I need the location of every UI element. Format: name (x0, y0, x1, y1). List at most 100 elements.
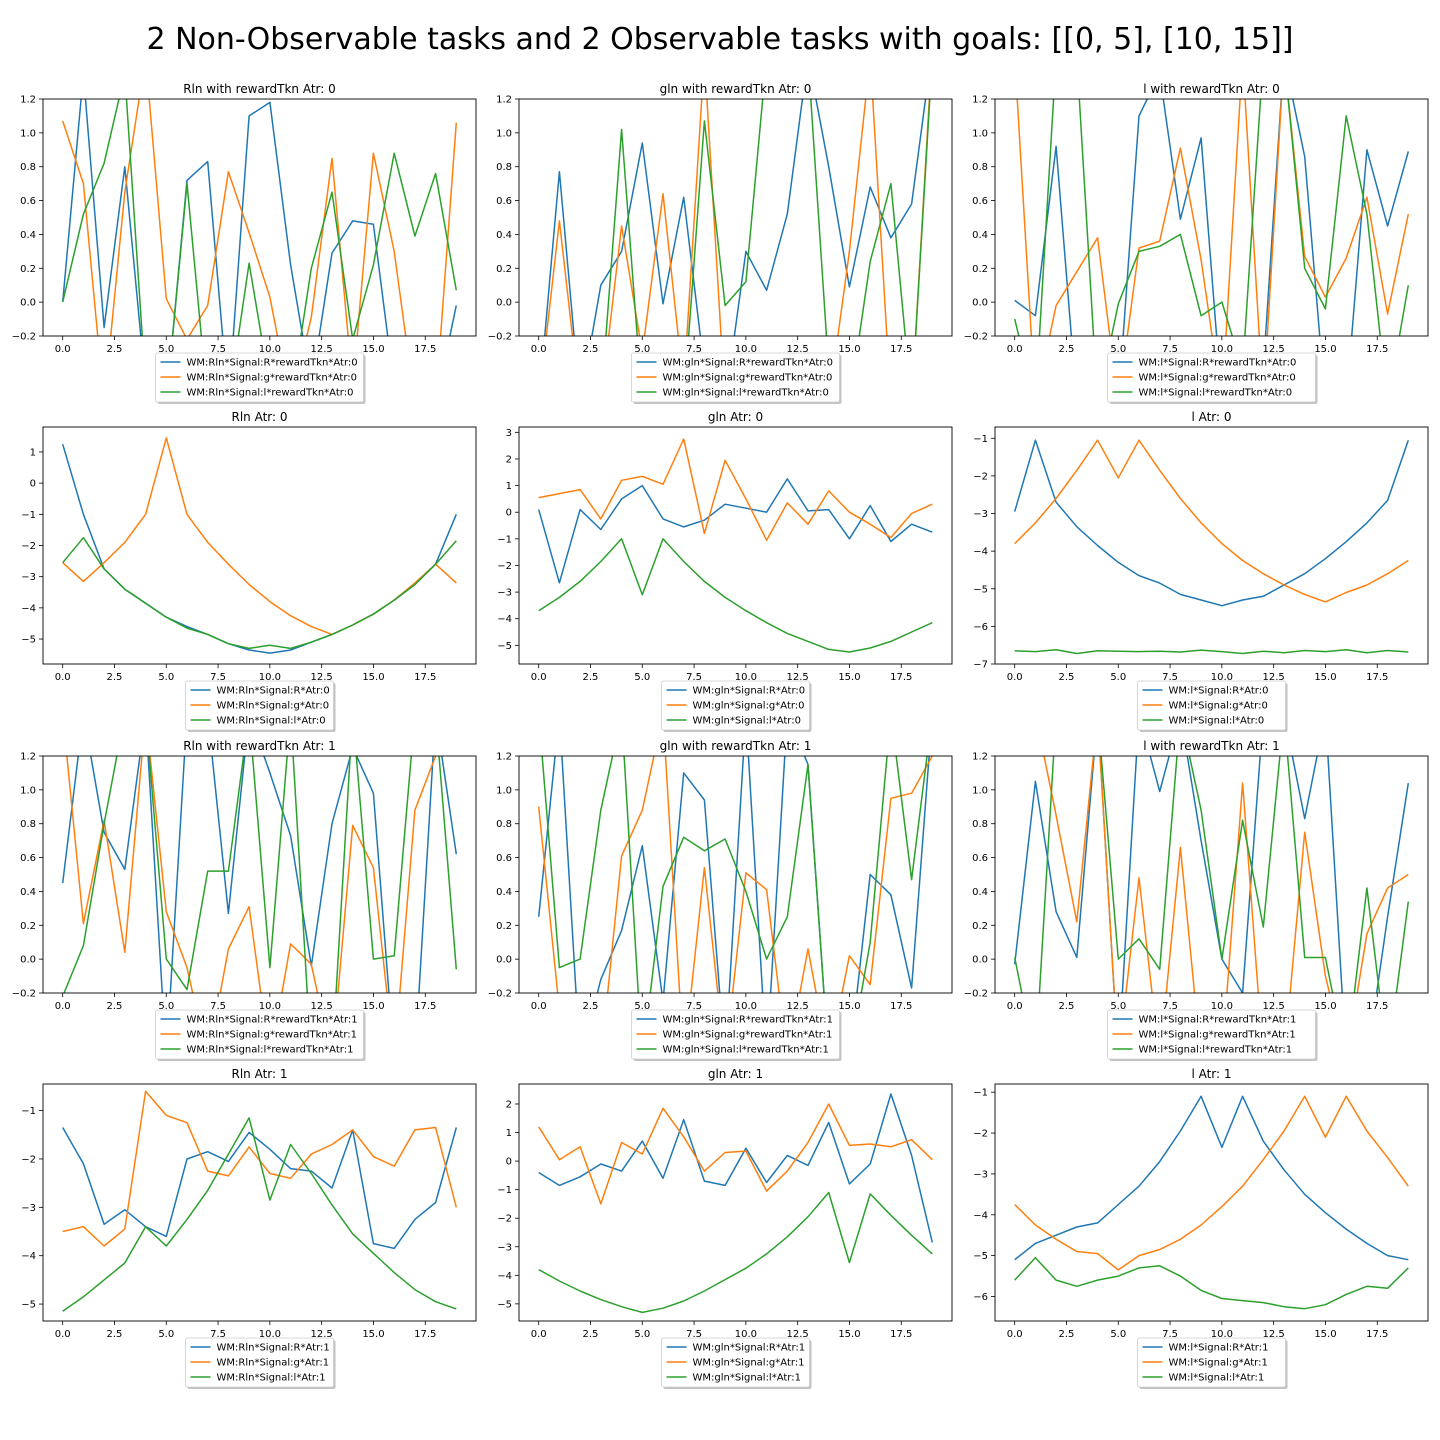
x-tick-label: 12.5 (311, 1001, 333, 1012)
y-tick-label: 1.2 (20, 752, 36, 763)
series-line-l (538, 1191, 933, 1314)
subplot-3: l with rewardTkn Atr: 0 0.0 2.5 5.0 7.5 10.0 1… (964, 82, 1429, 404)
x-tick-label: 12.5 (787, 344, 809, 355)
legend-label: WM:l*Signal:l*Atr:0 (1169, 716, 1265, 727)
y-tick-label: 0.8 (972, 819, 988, 830)
subplot-9: l with rewardTkn Atr: 1 0.0 2.5 5.0 7.5 10.0 1… (964, 739, 1429, 1061)
y-tick-label: −2 (497, 1214, 512, 1225)
y-tick-label: 0.0 (972, 298, 988, 309)
y-tick-label: −0.2 (964, 989, 988, 1000)
y-tick-label: −2 (973, 1129, 988, 1140)
y-tick-label: −4 (497, 614, 512, 625)
y-tick-label: −1 (497, 534, 512, 545)
y-tick-label: 0.2 (496, 921, 512, 932)
legend: WM:l*Signal:R*rewardTkn*Atr:1 WM:l*Signal… (1107, 1009, 1318, 1061)
x-tick-label: 15.0 (362, 672, 384, 683)
subplot-12: l Atr: 1 0.0 2.5 5.0 7.5 10.0 12.5 15.0 17.5 −6 −5… (973, 1067, 1429, 1389)
legend-label: WM:gln*Signal:g*rewardTkn*Atr:0 (663, 373, 833, 384)
subplot-7: Rln with rewardTkn Atr: 1 0.0 2.5 5.0 7.5 10.… (12, 739, 477, 1061)
x-tick-label: 10.0 (1211, 1001, 1233, 1012)
axes-frame (42, 426, 477, 665)
x-tick-label: 5.0 (1110, 1329, 1126, 1340)
x-tick-label: 7.5 (686, 672, 702, 683)
x-tick-label: 2.5 (1059, 1001, 1075, 1012)
x-tick-label: 0.0 (531, 1329, 547, 1340)
x-tick-label: 15.0 (838, 1001, 860, 1012)
y-tick-label: 0.4 (20, 230, 36, 241)
y-tick-label: −4 (497, 1271, 512, 1282)
legend-box (155, 1009, 364, 1060)
series-line-r (61, 99, 458, 336)
legend-box (631, 352, 840, 403)
series-line-l (61, 99, 458, 336)
x-tick-label: 10.0 (1211, 344, 1233, 355)
series-line-r (537, 478, 933, 584)
y-tick-label: −1 (497, 1185, 512, 1196)
y-tick-label: −5 (973, 1251, 988, 1262)
legend: WM:Rln*Signal:R*Atr:1 WM:Rln*Signal:g*Atr… (185, 1337, 336, 1389)
legend-box (1137, 1337, 1286, 1388)
series-group (1013, 99, 1410, 336)
series-group (62, 1090, 458, 1312)
series-line-r (1013, 439, 1410, 607)
legend-label: WM:l*Signal:R*rewardTkn*Atr:1 (1139, 1015, 1297, 1026)
y-tick-label: −5 (497, 641, 512, 652)
x-tick-label: 17.5 (1366, 672, 1388, 683)
y-tick-label: −3 (497, 588, 512, 599)
y-tick-label: 0.2 (972, 921, 988, 932)
series-group (1014, 1095, 1409, 1310)
y-tick-label: 0 (30, 479, 36, 490)
y-tick-label: 1 (30, 447, 36, 458)
subplot-2: gln with rewardTkn Atr: 0 0.0 2.5 5.0 7.5 10.… (488, 82, 953, 404)
x-tick-label: 5.0 (1110, 672, 1126, 683)
subplot-title: Rln with rewardTkn Atr: 0 (183, 82, 336, 96)
x-tick-label: 0.0 (531, 672, 547, 683)
y-tick-label: −6 (973, 1292, 988, 1303)
x-tick-label: 5.0 (158, 1329, 174, 1340)
series-line-g (538, 438, 933, 541)
legend-label: WM:gln*Signal:g*Atr:1 (693, 1358, 805, 1369)
x-tick-label: 0.0 (1007, 1001, 1023, 1012)
x-tick-label: 5.0 (158, 1001, 174, 1012)
x-tick-label: 15.0 (838, 672, 860, 683)
y-tick-label: 2 (506, 1099, 512, 1110)
x-tick-label: 5.0 (634, 672, 650, 683)
series-line-g (1014, 1095, 1409, 1271)
series-line-l (1014, 648, 1409, 655)
y-tick-label: −5 (973, 584, 988, 595)
y-tick-label: −1 (21, 1106, 36, 1117)
x-tick-label: 17.5 (414, 344, 436, 355)
legend-box (1107, 1009, 1316, 1060)
subplot-title: Rln Atr: 1 (231, 1067, 287, 1081)
subplot-10: Rln Atr: 1 0.0 2.5 5.0 7.5 10.0 12.5 15.0 17.5 −5… (21, 1067, 477, 1389)
x-tick-label: 2.5 (107, 672, 123, 683)
series-line-r (543, 99, 927, 336)
legend-label: WM:l*Signal:g*Atr:0 (1169, 701, 1268, 712)
legend-label: WM:l*Signal:l*Atr:1 (1169, 1373, 1265, 1384)
y-tick-label: 0.8 (496, 162, 512, 173)
x-tick-label: 10.0 (735, 672, 757, 683)
x-tick-label: 7.5 (210, 1329, 226, 1340)
y-tick-label: −0.2 (12, 332, 36, 343)
legend-box (1107, 352, 1316, 403)
y-tick-label: 0.0 (496, 298, 512, 309)
series-line-r (61, 443, 457, 654)
y-tick-label: 1.0 (20, 128, 36, 139)
axes-frame (518, 1083, 953, 1322)
y-tick-label: 0.2 (496, 264, 512, 275)
legend-label: WM:gln*Signal:R*rewardTkn*Atr:0 (663, 358, 834, 369)
x-tick-label: 0.0 (1007, 344, 1023, 355)
subplot-title: l with rewardTkn Atr: 1 (1143, 739, 1280, 753)
axes-frame (518, 98, 953, 337)
x-tick-label: 2.5 (1059, 1329, 1075, 1340)
legend-label: WM:l*Signal:R*Atr:1 (1169, 1343, 1269, 1354)
y-tick-label: −3 (973, 1169, 988, 1180)
series-group (61, 99, 458, 336)
y-tick-label: 0.4 (972, 230, 988, 241)
legend-label: WM:Rln*Signal:g*Atr:0 (217, 701, 330, 712)
x-tick-label: 12.5 (1263, 1329, 1285, 1340)
x-tick-label: 0.0 (55, 344, 71, 355)
y-tick-label: −3 (21, 572, 36, 583)
y-tick-label: −0.2 (488, 989, 512, 1000)
x-tick-label: 10.0 (735, 1329, 757, 1340)
